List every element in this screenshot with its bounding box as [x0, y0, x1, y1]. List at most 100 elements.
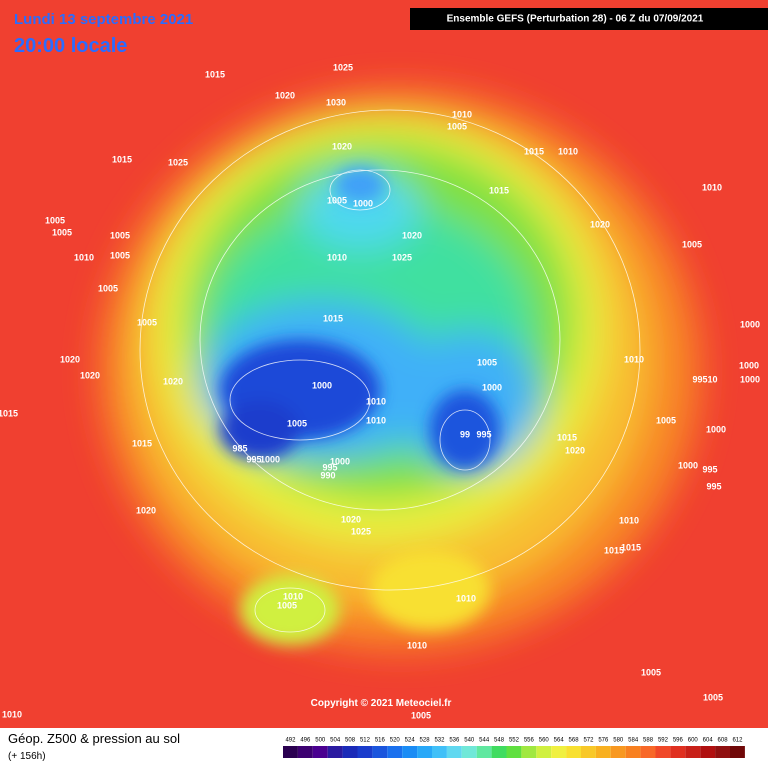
isobar-label: 1020 [565, 445, 585, 455]
colorbar-label: 516 [375, 738, 386, 744]
isobar-label: 1020 [80, 370, 100, 380]
isobar-label: 1030 [326, 97, 346, 107]
isobar-label: 1015 [132, 438, 152, 448]
isobar-label: 1015 [323, 313, 343, 323]
isobar-label: 1025 [168, 157, 188, 167]
isobar-label: 1015 [205, 69, 225, 79]
isobar-label: 1000 [739, 360, 759, 370]
colorbar-swatch [730, 746, 745, 758]
colorbar-label: 548 [494, 738, 505, 744]
colorbar-label: 580 [613, 738, 624, 744]
colorbar-swatch [640, 746, 656, 758]
isobar-label: 1005 [641, 667, 661, 677]
colorbar-label: 524 [405, 738, 416, 744]
isobar-label: 1000 [678, 460, 698, 470]
isobar-label: 1015 [489, 185, 509, 195]
isobar-label: 1010 [702, 182, 722, 192]
colorbar: 492 496 500 504 508 512 516 520 524 528 532 536 540 5… [283, 738, 745, 758]
colorbar-swatch [342, 746, 358, 758]
colorbar-swatch [372, 746, 388, 758]
isobar-label: 1005 [110, 230, 130, 240]
colorbar-label: 608 [718, 738, 729, 744]
isobar-label: 1015 [621, 542, 641, 552]
isobar-label: 1020 [60, 354, 80, 364]
colorbar-swatch [283, 746, 298, 758]
colorbar-label: 504 [330, 738, 341, 744]
footer-title: Géop. Z500 & pression au sol [8, 731, 180, 746]
isobar-label: 1000 [482, 382, 502, 392]
isobar-label: 1005 [52, 227, 72, 237]
isobar-label: 1005 [137, 317, 157, 327]
isobar-label: 1005 [411, 710, 431, 720]
colorbar-swatch [432, 746, 447, 758]
isobar-label: 1020 [136, 505, 156, 515]
isobar-label: 995 [702, 464, 717, 474]
isobar-label: 985 [232, 443, 247, 453]
isobar-label: 1020 [163, 376, 183, 386]
colorbar-swatch [610, 746, 626, 758]
isobar-label: 1020 [332, 141, 352, 151]
isobar-label: 990 [320, 470, 335, 480]
colorbar-swatch [595, 746, 611, 758]
isobar-label: 1010 [407, 640, 427, 650]
isobar-label: 995 [246, 454, 261, 464]
isobar-label: 1020 [402, 230, 422, 240]
isobar-label: 1005 [45, 215, 65, 225]
isobar-label: 1025 [392, 252, 412, 262]
colorbar-label: 596 [673, 738, 684, 744]
colorbar-label: 568 [569, 738, 580, 744]
isobar-label: 1010 [558, 146, 578, 156]
colorbar-swatch [715, 746, 730, 758]
isobar-label: 1000 [740, 374, 760, 384]
colorbar-label: 540 [464, 738, 475, 744]
isobar-label: 1015 [524, 146, 544, 156]
isobar-label: 1005 [682, 239, 702, 249]
colorbar-label: 612 [732, 738, 743, 744]
isobar-label: 1020 [341, 514, 361, 524]
isobar-label: 1005 [287, 418, 307, 428]
isobar-label: 1025 [333, 62, 353, 72]
colorbar-swatch [581, 746, 596, 758]
isobar-label: 1025 [351, 526, 371, 536]
isobar-label: 1005 [447, 121, 467, 131]
colorbar-swatch [700, 746, 716, 758]
isobar-label: 1015 [557, 432, 577, 442]
date: Lundi 13 septembre 2021 [14, 11, 193, 28]
colorbar-swatch [521, 746, 537, 758]
colorbar-swatch [327, 746, 343, 758]
isobar-label: 1015 [604, 545, 624, 555]
colorbar-label: 572 [583, 738, 594, 744]
colorbar-swatch [566, 746, 581, 758]
colorbar-label: 528 [420, 738, 431, 744]
colorbar-swatch [655, 746, 671, 758]
isobar-label: 99510 [692, 374, 717, 384]
colorbar-swatch [536, 746, 552, 758]
colorbar-label: 576 [598, 738, 609, 744]
isobar-label: 1005 [656, 415, 676, 425]
isobar-label: 99 [460, 429, 470, 439]
isobar-label: 1015 [0, 408, 18, 418]
colorbar-label: 560 [539, 738, 550, 744]
isobar-labels: 1015 1025 1020 1030 1010 1005 1015 1025 1020 1015… [0, 62, 760, 720]
colorbar-label: 564 [554, 738, 565, 744]
colorbar-label: 552 [509, 738, 520, 744]
isobar-label: 1005 [327, 195, 347, 205]
colorbar-swatch [387, 746, 403, 758]
colorbar-swatch [417, 746, 432, 758]
isobar-label: 995 [476, 429, 491, 439]
isobar-label: 1000 [260, 454, 280, 464]
colorbar-label: 496 [300, 738, 311, 744]
isobar-label: 1000 [353, 198, 373, 208]
run-box [410, 8, 768, 30]
colorbar-label: 588 [643, 738, 654, 744]
colorbar-label: 492 [285, 738, 296, 744]
colorbar-swatch [551, 746, 567, 758]
isobar-label: 1010 [366, 415, 386, 425]
colorbar-swatch [446, 746, 462, 758]
isobar-label: 995 [706, 481, 721, 491]
colorbar-label: 532 [434, 738, 445, 744]
colorbar-label: 600 [688, 738, 699, 744]
isobar-label: 1005 [703, 692, 723, 702]
colorbar-label: 604 [703, 738, 714, 744]
